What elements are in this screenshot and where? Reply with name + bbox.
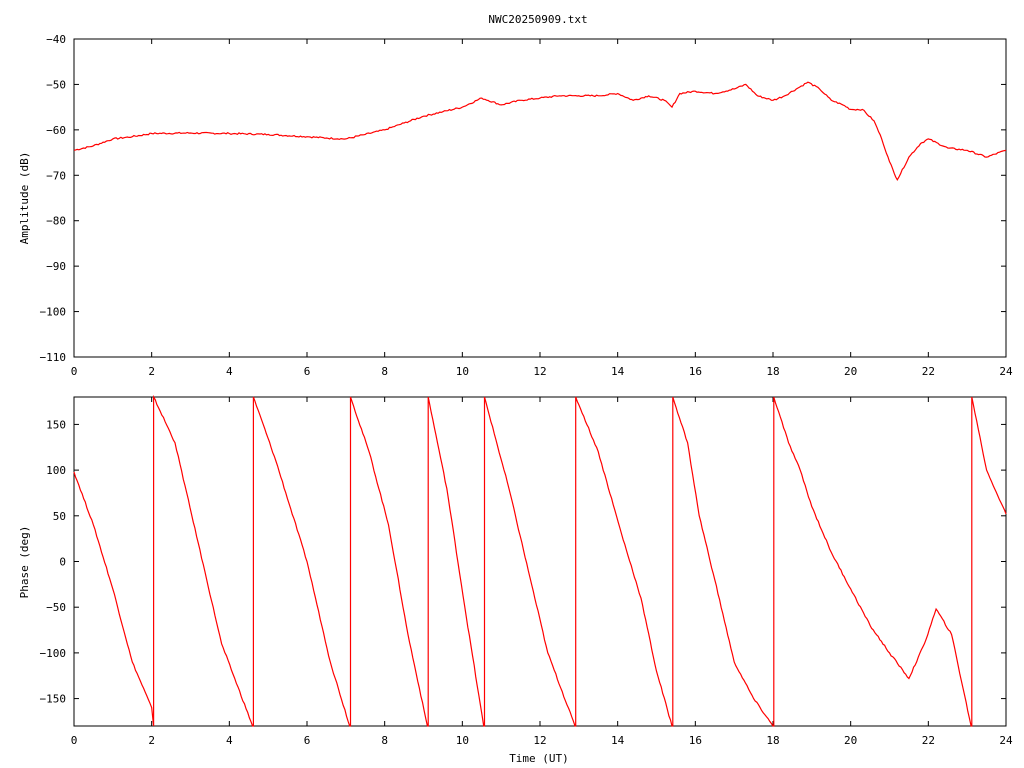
chart-title: NWC20250909.txt xyxy=(488,13,587,26)
phase-x-tick-label: 14 xyxy=(611,734,625,747)
phase-x-tick-label: 12 xyxy=(533,734,546,747)
amplitude-x-tick-label: 6 xyxy=(304,365,311,378)
phase-x-tick-label: 22 xyxy=(922,734,935,747)
amplitude-x-tick-label: 8 xyxy=(381,365,388,378)
amplitude-plot-frame xyxy=(73,38,1007,358)
phase-x-tick-label: 6 xyxy=(304,734,311,747)
amplitude-y-tick-label: −70 xyxy=(46,169,66,182)
amplitude-x-tick-label: 0 xyxy=(71,365,78,378)
amplitude-y-axis-label: Amplitude (dB) xyxy=(18,152,31,245)
amplitude-x-tick-label: 16 xyxy=(689,365,702,378)
phase-y-axis-label: Phase (deg) xyxy=(18,526,31,599)
amplitude-y-tick-label: −50 xyxy=(46,78,66,91)
phase-x-tick-label: 8 xyxy=(381,734,388,747)
phase-x-tick-label: 4 xyxy=(226,734,233,747)
amplitude-x-tick-label: 2 xyxy=(148,365,155,378)
phase-x-tick-label: 24 xyxy=(999,734,1013,747)
phase-trace xyxy=(73,394,1007,727)
phase-panel: 0 2 4 6 8 10 12 14 16 18 20 22 24150100500−50−100−15… xyxy=(18,394,1013,765)
phase-x-tick-label: 18 xyxy=(766,734,779,747)
amplitude-panel: 0 2 4 6 8 10 12 14 16 18 20 22 24−40−50−60−70−80−90−… xyxy=(18,33,1013,378)
amplitude-x-tick-label: 22 xyxy=(922,365,935,378)
phase-y-tick-label: −100 xyxy=(40,647,67,660)
amplitude-x-tick-label: 4 xyxy=(226,365,233,378)
phase-plot-frame xyxy=(73,396,1007,727)
phase-y-tick-label: 150 xyxy=(46,418,66,431)
amplitude-y-tick-label: −100 xyxy=(40,306,67,319)
phase-y-tick-label: 100 xyxy=(46,464,66,477)
amplitude-y-tick-label: −40 xyxy=(46,33,66,46)
x-axis-label: Time (UT) xyxy=(509,752,569,765)
phase-y-tick-label: 0 xyxy=(59,556,66,569)
amplitude-x-tick-label: 20 xyxy=(844,365,857,378)
amplitude-x-tick-label: 24 xyxy=(999,365,1013,378)
amplitude-trace xyxy=(73,81,1007,181)
amplitude-axis-ticks: 0 2 4 6 8 10 12 14 16 18 20 22 24−40−50−60−70−80−90−… xyxy=(40,33,1013,378)
phase-axis-ticks: 0 2 4 6 8 10 12 14 16 18 20 22 24150100500−50−100−15… xyxy=(40,397,1013,747)
amplitude-x-tick-label: 18 xyxy=(766,365,779,378)
amplitude-x-tick-label: 12 xyxy=(533,365,546,378)
amplitude-x-tick-label: 14 xyxy=(611,365,625,378)
phase-x-tick-label: 16 xyxy=(689,734,702,747)
amplitude-y-tick-label: −90 xyxy=(46,260,66,273)
phase-y-tick-label: −150 xyxy=(40,693,67,706)
phase-x-tick-label: 0 xyxy=(71,734,78,747)
amplitude-y-tick-label: −110 xyxy=(40,351,67,364)
phase-x-tick-label: 20 xyxy=(844,734,857,747)
amplitude-x-tick-label: 10 xyxy=(456,365,469,378)
phase-y-tick-label: 50 xyxy=(53,510,66,523)
phase-x-tick-label: 10 xyxy=(456,734,469,747)
phase-y-tick-label: −50 xyxy=(46,601,66,614)
phase-x-tick-label: 2 xyxy=(148,734,155,747)
amplitude-y-tick-label: −60 xyxy=(46,124,66,137)
amplitude-y-tick-label: −80 xyxy=(46,215,66,228)
